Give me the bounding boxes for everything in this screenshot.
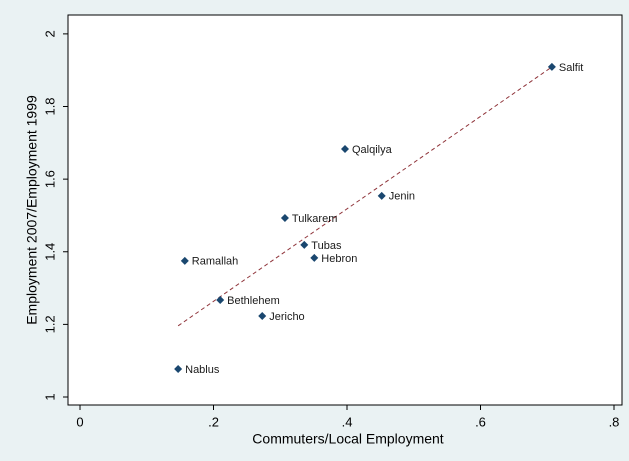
x-tick-label: .4 (342, 414, 353, 429)
y-axis-title: Employment 2007/Employment 1999 (24, 95, 40, 325)
fit-line (177, 66, 553, 327)
y-tick-label: 1.6 (42, 170, 57, 188)
x-tick-label: .8 (609, 414, 620, 429)
x-tick-label: .6 (475, 414, 486, 429)
point (377, 191, 386, 200)
point (258, 312, 267, 321)
point (280, 213, 289, 222)
point-label: Salfit (559, 62, 583, 74)
y-tick-label: 2 (42, 30, 57, 37)
point-label: Hebron (321, 253, 357, 265)
point (310, 253, 319, 262)
y-tick-label: 1 (42, 393, 57, 400)
x-tick-label: .2 (208, 414, 219, 429)
point (174, 365, 183, 374)
point-label: Ramallah (192, 256, 238, 268)
point (180, 256, 189, 265)
x-tick-label: 0 (76, 414, 83, 429)
x-axis-title: Commuters/Local Employment (252, 431, 444, 447)
point-label: Tulkarem (292, 213, 337, 225)
point (300, 240, 309, 249)
y-tick-label: 1.4 (42, 243, 57, 261)
point-label: Bethlehem (227, 295, 280, 307)
point (341, 144, 349, 153)
point (547, 62, 556, 71)
point-label: Jericho (269, 311, 304, 323)
point-label: Nablus (185, 364, 220, 376)
point-label: Qalqilya (352, 144, 393, 156)
y-tick-label: 1.2 (42, 315, 57, 333)
point (216, 296, 225, 305)
point-label: Jenin (389, 191, 415, 203)
point-label: Tubas (311, 240, 342, 252)
y-tick-label: 1.8 (42, 97, 57, 115)
